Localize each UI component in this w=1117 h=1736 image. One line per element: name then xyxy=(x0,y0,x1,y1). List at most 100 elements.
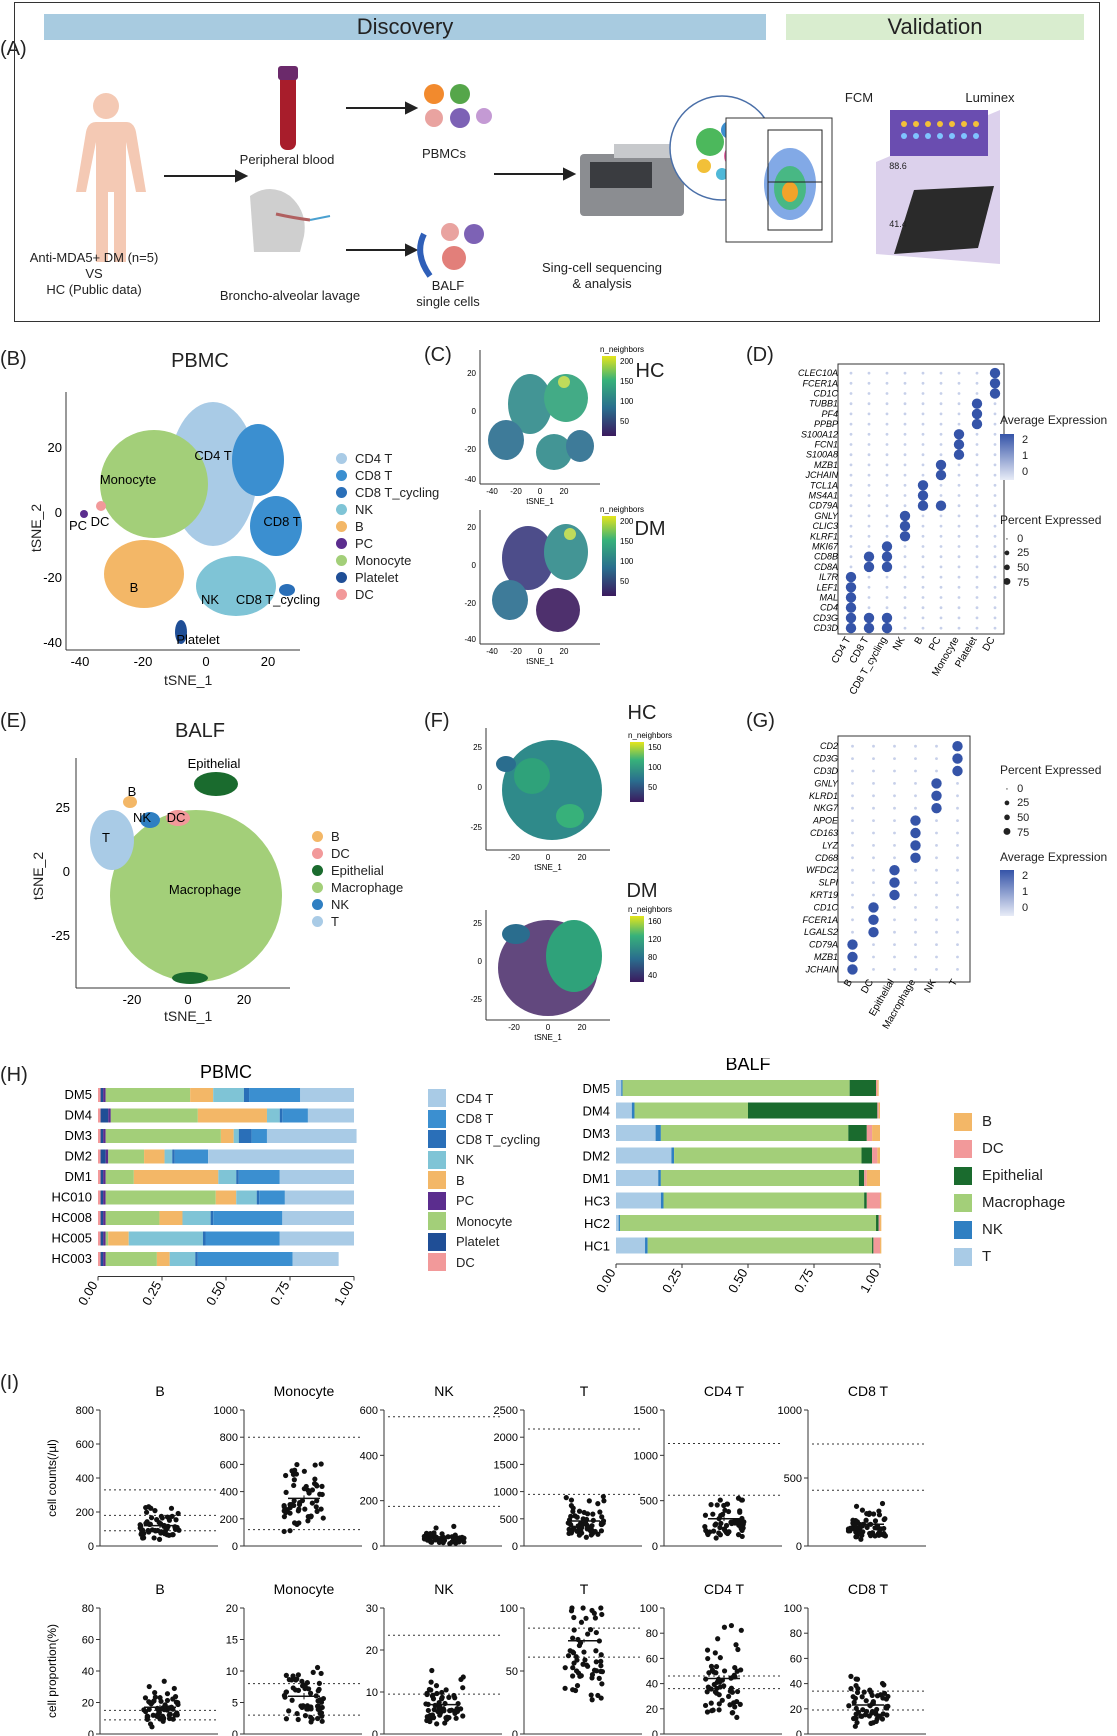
scatter-tick: 40 xyxy=(790,1679,802,1691)
dot-mark xyxy=(921,371,925,375)
dot-mark xyxy=(956,918,959,922)
svg-text:120: 120 xyxy=(648,935,662,944)
dot-mark xyxy=(845,571,857,583)
scatter-point xyxy=(302,1506,308,1512)
gene-label: GNLY xyxy=(814,511,839,521)
bar-tick-label: 0.50 xyxy=(203,1279,229,1308)
svg-text:-20: -20 xyxy=(508,1023,520,1032)
g-avg-title: Average Expression xyxy=(1000,850,1108,864)
scatter-point xyxy=(565,1653,572,1659)
gene-label: MZB1 xyxy=(814,952,838,962)
bar-segment xyxy=(218,1170,237,1184)
scatter-tick: 2500 xyxy=(494,1405,518,1417)
scatter-point xyxy=(721,1624,728,1630)
dot-mark xyxy=(851,819,854,822)
dot-mark xyxy=(956,893,959,897)
svg-text:0: 0 xyxy=(63,864,70,879)
scatter-point xyxy=(315,1715,321,1722)
scatter-tick: 40 xyxy=(646,1679,658,1691)
scatter-point xyxy=(599,1681,605,1687)
scatter-point xyxy=(317,1697,323,1703)
bar-segment xyxy=(238,1129,252,1143)
scatter-point xyxy=(885,1693,891,1700)
bar-category-label: DM4 xyxy=(583,1104,610,1119)
scatter-point xyxy=(737,1701,743,1707)
gene-label: LYZ xyxy=(822,840,838,850)
bar-segment xyxy=(98,1088,101,1102)
dot-mark xyxy=(957,565,961,569)
dot-mark xyxy=(957,371,961,375)
bar-segment xyxy=(182,1211,211,1225)
scatter-point xyxy=(589,1607,595,1614)
scatter-point xyxy=(157,1695,163,1701)
bar-segment xyxy=(647,1237,873,1254)
scatter-point xyxy=(294,1676,300,1682)
celltype-label: DC xyxy=(859,978,876,996)
bar-segment xyxy=(878,1215,880,1231)
gene-label: CD8A xyxy=(814,562,838,572)
panel-label-d: (D) xyxy=(746,344,774,366)
dot-mark xyxy=(921,463,925,467)
bar-segment xyxy=(100,1129,104,1143)
bar-segment xyxy=(634,1102,748,1119)
dot-mark xyxy=(931,778,942,789)
dot-mark xyxy=(849,422,853,426)
scatter-point xyxy=(598,1528,605,1534)
bar-segment xyxy=(100,1231,104,1246)
dot-mark xyxy=(939,596,943,599)
dot-mark xyxy=(939,575,943,579)
bar-segment xyxy=(878,1102,880,1119)
bar-chart-title: BALF xyxy=(725,1058,770,1074)
scatter-point xyxy=(577,1640,584,1646)
dot-mark xyxy=(957,412,961,416)
bar-segment xyxy=(108,1149,145,1164)
scatter-point xyxy=(446,1694,452,1700)
scatter-point xyxy=(432,1537,439,1543)
scatter-point xyxy=(312,1476,318,1482)
dot-mark xyxy=(921,545,925,548)
dot-mark xyxy=(903,392,907,395)
dot-mark xyxy=(845,592,857,603)
scatter-point xyxy=(152,1694,158,1700)
scatter-point xyxy=(283,1716,290,1722)
dot-mark xyxy=(935,930,938,934)
scatter-point xyxy=(585,1663,591,1669)
scatter-point xyxy=(702,1702,709,1709)
dot-mark xyxy=(851,856,854,860)
dot-mark xyxy=(851,769,854,773)
scatter-point xyxy=(299,1704,305,1710)
bar-segment xyxy=(220,1129,234,1143)
d-avg-scale xyxy=(1000,434,1014,480)
luminex-label: Luminex xyxy=(965,90,1015,105)
dot-mark xyxy=(914,794,917,798)
balf-ylabel: tSNE_2 xyxy=(30,851,47,901)
scatter-point xyxy=(169,1513,175,1519)
bar-segment xyxy=(622,1080,850,1096)
gene-label: CD4 xyxy=(820,603,838,613)
scatter-title: CD8 T xyxy=(848,1581,889,1597)
scatter-point xyxy=(318,1461,324,1467)
scatter-point xyxy=(161,1707,167,1713)
dot-mark xyxy=(975,524,979,528)
dot-mark xyxy=(975,443,979,446)
svg-text:-20: -20 xyxy=(464,445,476,454)
dot-mark xyxy=(956,955,959,959)
balf-xlabel: tSNE_1 xyxy=(164,1008,213,1024)
scatter-point xyxy=(302,1684,308,1690)
scatter-point xyxy=(319,1483,325,1489)
dot-mark xyxy=(939,443,943,446)
svg-text:-20: -20 xyxy=(43,570,62,585)
bar-segment xyxy=(103,1231,106,1246)
dot-mark xyxy=(993,463,997,467)
gene-label: CD79A xyxy=(809,501,838,511)
scatter-point xyxy=(711,1528,717,1534)
scatter-point xyxy=(151,1535,157,1541)
bar-segment xyxy=(279,1231,354,1246)
dot-mark xyxy=(956,868,959,872)
dot-mark xyxy=(885,463,889,467)
gene-label: MZB1 xyxy=(814,460,838,470)
bar-segment xyxy=(100,1190,104,1205)
bar-segment xyxy=(307,1108,354,1123)
scatter-point xyxy=(871,1511,877,1517)
dot-mark xyxy=(849,534,853,538)
